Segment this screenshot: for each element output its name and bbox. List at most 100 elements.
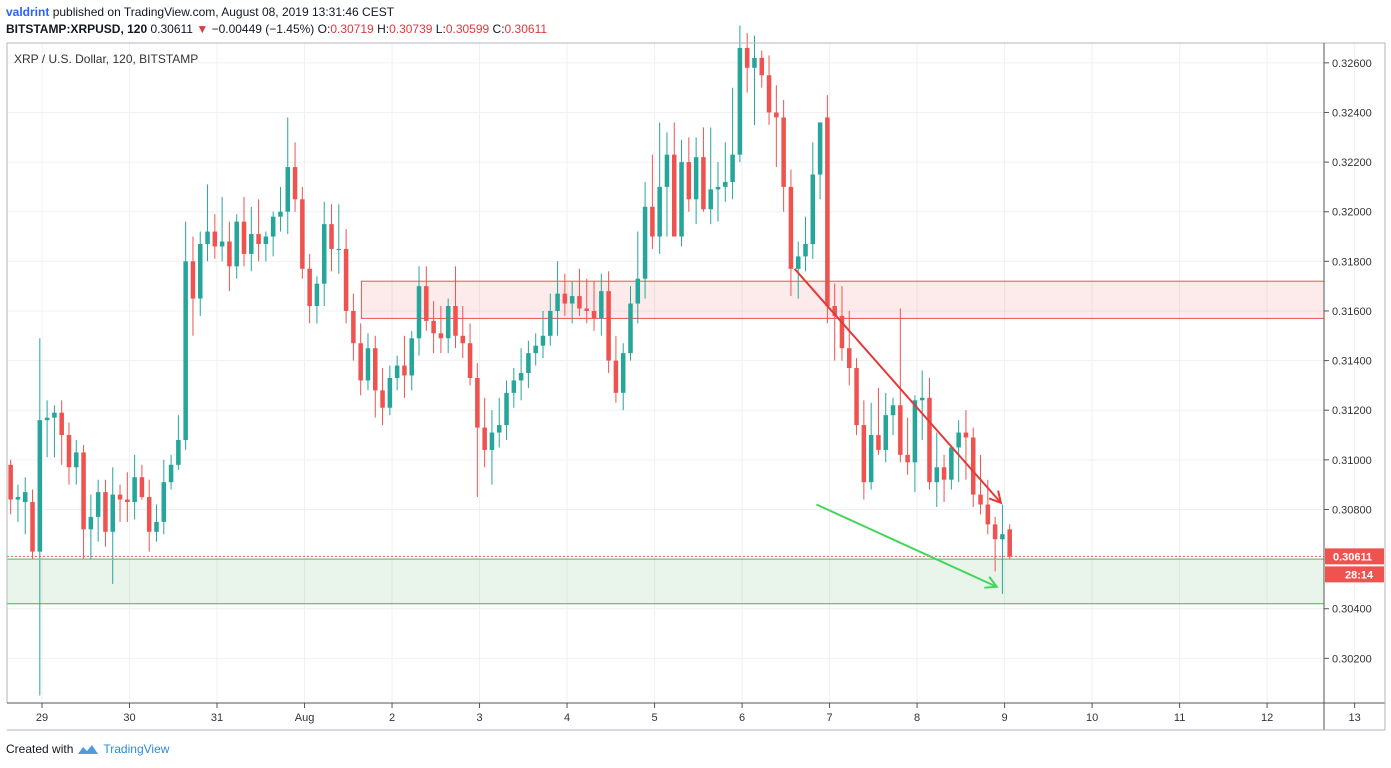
candle xyxy=(569,281,575,324)
candle-body xyxy=(37,420,43,552)
time-tick-label: 13 xyxy=(1349,712,1361,724)
candle-body xyxy=(197,243,203,299)
candle xyxy=(941,454,947,503)
candle xyxy=(88,494,94,560)
candle-body xyxy=(117,494,123,500)
candle-body xyxy=(577,296,582,309)
candle-body xyxy=(963,432,969,438)
time-tick-label: Aug xyxy=(295,712,315,724)
candle xyxy=(934,432,940,507)
candle-body xyxy=(146,497,152,532)
candle-body xyxy=(788,186,794,269)
candle xyxy=(394,355,400,391)
candle-body xyxy=(591,310,597,319)
candle xyxy=(759,50,765,88)
time-tick-label: 9 xyxy=(1002,712,1008,724)
candle-body xyxy=(540,335,546,346)
candle xyxy=(329,204,334,272)
candle-body xyxy=(518,373,524,381)
candle-body xyxy=(30,502,35,552)
candle xyxy=(1007,524,1012,560)
candle xyxy=(868,402,874,490)
candle-body xyxy=(44,417,50,421)
price-tick-label: 0.31600 xyxy=(1332,306,1372,318)
price-axis[interactable]: 0.32600 0.32400 0.32200 0.32000 0.31800 0.316… xyxy=(1324,58,1384,665)
candle xyxy=(146,479,152,552)
candle xyxy=(795,241,801,299)
candlestick-chart[interactable]: 0.32600 0.32400 0.32200 0.32000 0.31800 0.316… xyxy=(0,0,1391,740)
candle-body xyxy=(511,380,517,393)
candle xyxy=(373,335,378,418)
candle xyxy=(263,231,269,262)
candle-body xyxy=(730,154,735,182)
support-zone xyxy=(6,558,1325,605)
candle xyxy=(744,33,750,93)
candle-body xyxy=(329,224,334,249)
candle-body xyxy=(970,437,976,495)
candle-body xyxy=(343,248,349,311)
candle-body xyxy=(103,492,108,532)
candle xyxy=(671,122,677,237)
candle-body xyxy=(300,199,305,269)
grid-lines xyxy=(7,43,1356,703)
time-tick-label: 2 xyxy=(389,712,395,724)
candle-body xyxy=(985,504,991,525)
candle-body xyxy=(715,186,721,190)
candle xyxy=(715,162,721,222)
price-change: −0.00449 (−1.45%) xyxy=(211,22,315,36)
descending-support-arrow[interactable] xyxy=(816,503,995,587)
candle-body xyxy=(234,221,239,267)
candle xyxy=(810,142,816,259)
candle-body xyxy=(774,112,779,118)
candle xyxy=(548,293,553,346)
candle-body xyxy=(1007,529,1012,557)
trend-lines[interactable] xyxy=(7,268,1324,587)
candle-body xyxy=(642,206,648,279)
candle-body xyxy=(832,306,837,316)
candle-body xyxy=(562,293,568,304)
time-tick-label: 30 xyxy=(123,712,135,724)
down-arrow-icon: ▼ xyxy=(196,22,209,36)
candle xyxy=(168,454,174,490)
candle-body xyxy=(241,221,247,254)
candle-body xyxy=(373,348,378,391)
candle-body xyxy=(263,236,269,244)
chart-frame xyxy=(6,42,1386,731)
candle xyxy=(365,333,371,391)
price-tick-label: 0.30400 xyxy=(1332,604,1372,616)
last-price-tag-label: 0.30611 xyxy=(1333,551,1372,563)
candle-body xyxy=(358,343,363,381)
candle-body xyxy=(453,306,458,336)
candle xyxy=(351,293,356,361)
candle-body xyxy=(584,308,590,311)
author-link[interactable]: valdrint xyxy=(6,5,50,19)
candle-body xyxy=(686,162,692,200)
countdown-tag-label: 28:14 xyxy=(1345,569,1374,581)
candle-body xyxy=(956,432,961,448)
candle xyxy=(912,395,918,493)
time-axis[interactable]: 29 30 31 Aug 2 3 4 5 6 7 8 9 10 11 12 13 xyxy=(36,703,1361,724)
symbol-info: BITSTAMP:XRPUSD, 120 0.30611 ▼ −0.00449 … xyxy=(6,22,547,36)
candle xyxy=(431,301,436,354)
candle xyxy=(475,363,480,498)
candle-body xyxy=(839,315,845,349)
candle xyxy=(125,472,130,522)
candle-body xyxy=(854,368,859,426)
candle xyxy=(905,417,910,475)
candle-body xyxy=(635,278,641,304)
candle xyxy=(438,306,444,354)
candle-body xyxy=(876,435,881,450)
candle xyxy=(599,273,604,336)
candle xyxy=(59,400,64,465)
footer: Created with TradingView xyxy=(6,742,169,756)
candle-body xyxy=(81,452,86,530)
tradingview-brand[interactable]: TradingView xyxy=(103,742,170,756)
candle-body xyxy=(606,291,611,361)
candle xyxy=(781,100,786,212)
candle xyxy=(387,365,393,416)
candle xyxy=(701,127,706,212)
descending-resistance-arrow[interactable] xyxy=(793,268,1001,502)
candle-body xyxy=(307,268,312,307)
price-tick-label: 0.30200 xyxy=(1332,653,1372,665)
candle-body xyxy=(701,157,706,210)
